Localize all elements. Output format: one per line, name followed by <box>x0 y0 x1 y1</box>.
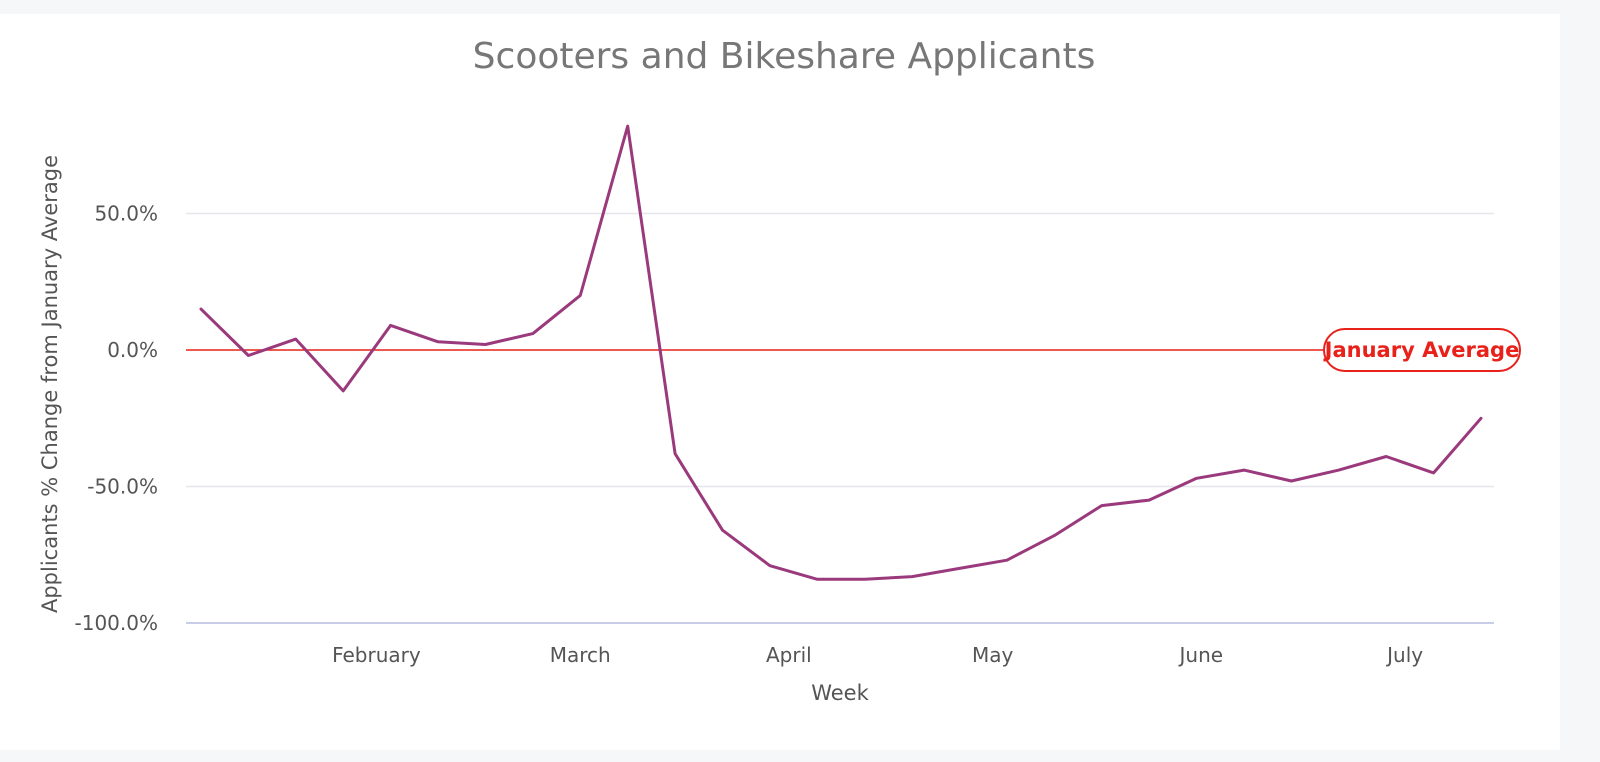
y-axis-title: Applicants % Change from January Average <box>38 155 62 613</box>
data-point <box>435 339 441 345</box>
data-point <box>862 576 868 582</box>
data-point <box>625 123 631 129</box>
chart-title: Scooters and Bikeshare Applicants <box>473 36 1096 77</box>
data-point <box>1383 454 1389 460</box>
data-point <box>767 563 773 569</box>
data-point <box>672 451 678 457</box>
x-tick-label: July <box>1385 643 1423 667</box>
series-group <box>198 123 1484 582</box>
data-point <box>388 322 394 328</box>
gridlines <box>186 212 1494 624</box>
data-point <box>1051 533 1057 539</box>
chart-card: Scooters and Bikeshare Applicants 50.0% 0… <box>0 14 1560 750</box>
data-point <box>1241 467 1247 473</box>
x-tick-label: February <box>332 643 421 667</box>
data-point <box>1004 557 1010 563</box>
x-axis-ticks: February March April May June July <box>332 643 1423 667</box>
data-point <box>1099 503 1105 509</box>
data-point <box>340 388 346 394</box>
x-tick-label: March <box>550 643 611 667</box>
data-point <box>814 576 820 582</box>
y-axis-ticks: 50.0% 0.0% -50.0% -100.0% <box>75 202 158 636</box>
x-tick-label: June <box>1178 643 1224 667</box>
y-tick-label: -50.0% <box>87 475 158 499</box>
data-point <box>1194 475 1200 481</box>
data-point <box>1146 497 1152 503</box>
data-point <box>720 527 726 533</box>
reference-label-box <box>1323 328 1521 372</box>
data-point <box>577 292 583 298</box>
data-point <box>1336 467 1342 473</box>
data-point <box>245 353 251 359</box>
data-point <box>957 565 963 571</box>
data-point <box>1478 415 1484 421</box>
y-tick-label: -100.0% <box>75 611 158 635</box>
line-chart: Scooters and Bikeshare Applicants 50.0% 0… <box>38 36 1521 705</box>
data-point <box>1431 470 1437 476</box>
series-line <box>199 124 1483 581</box>
reference-label: January Average <box>1323 338 1520 362</box>
x-axis-title: Week <box>811 681 869 705</box>
y-tick-label: 50.0% <box>94 202 158 226</box>
data-point <box>909 574 915 580</box>
data-point <box>198 306 204 312</box>
data-point <box>530 331 536 337</box>
reference-line-group: January Average <box>186 328 1521 372</box>
data-point <box>1288 478 1294 484</box>
x-tick-label: May <box>972 643 1014 667</box>
y-tick-label: 0.0% <box>107 338 158 362</box>
data-point <box>293 336 299 342</box>
data-point <box>482 342 488 348</box>
x-tick-label: April <box>766 643 812 667</box>
